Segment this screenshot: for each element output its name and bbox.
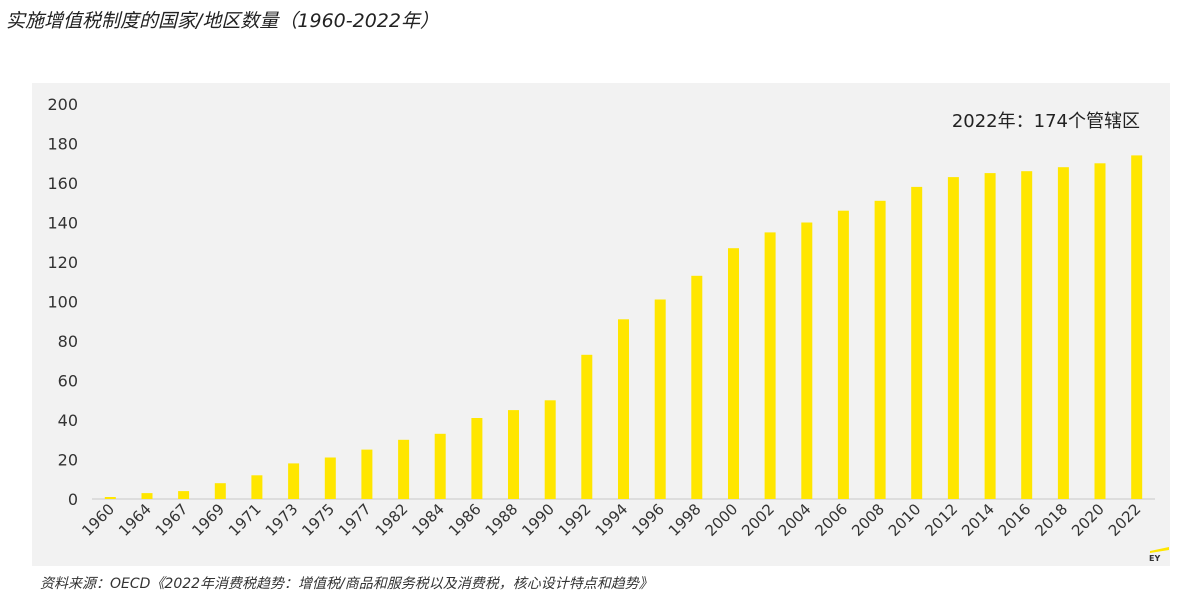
x-tick-label: 2018 [1031,500,1071,540]
bar [544,400,556,500]
x-tick-label: 1969 [188,500,228,540]
bar [288,463,300,499]
bar [178,491,190,499]
x-tick-label: 2022 [1105,500,1145,540]
x-tick-label: 1964 [115,500,155,540]
bar [104,497,116,499]
bar [214,483,226,499]
y-tick-label: 0 [68,490,78,509]
x-axis: 1960196419671969197119731975197719821984… [78,500,1144,540]
y-axis: 0 20 40 60 80 100 120 140 160 180 200 [47,95,78,509]
x-tick-label: 1973 [262,500,302,540]
x-tick-label: 2004 [775,500,815,540]
chart-annotation: 2022年：174个管辖区 [952,111,1140,132]
x-tick-label: 1975 [298,500,338,540]
bar [654,299,666,499]
bar [398,439,410,500]
y-tick-label: 200 [47,95,78,114]
x-tick-label: 1990 [518,500,558,540]
x-tick-label: 2020 [1068,500,1108,540]
bar [251,475,263,499]
bar [361,449,373,499]
y-tick-label: 60 [58,372,78,391]
x-tick-label: 1998 [665,500,705,540]
y-tick-label: 120 [47,253,78,272]
x-tick-label: 1977 [335,500,375,540]
x-tick-label: 1984 [408,500,448,540]
x-tick-label: 1986 [445,500,485,540]
bar [1094,163,1106,500]
y-tick-label: 80 [58,332,78,351]
x-tick-label: 1992 [555,500,595,540]
x-tick-label: 1960 [78,500,118,540]
bar [984,173,996,499]
bar [1131,155,1143,499]
x-tick-label: 1988 [482,500,522,540]
y-tick-label: 180 [47,135,78,154]
ey-logo-text: EY [1149,554,1160,563]
x-tick-label: 2014 [958,500,998,540]
x-tick-label: 1994 [592,500,632,540]
bar [434,433,446,499]
x-tick-label: 1971 [225,500,265,540]
bar [618,319,629,499]
x-tick-label: 1982 [372,500,412,540]
x-tick-label: 1967 [152,500,192,540]
x-tick-label: 2010 [885,500,925,540]
bar [874,200,886,500]
bar [1057,167,1069,499]
bar [1021,171,1033,499]
bar [691,275,703,499]
bars [104,155,1143,500]
y-tick-label: 40 [58,411,78,430]
x-tick-label: 2006 [811,500,851,540]
y-tick-label: 140 [47,214,78,233]
bar [837,210,849,499]
source-note: 资料来源：OECD《2022年消费税趋势：增值税/商品和服务税以及消费税，核心设… [40,576,653,592]
bar [141,493,153,499]
ey-logo: EY [1149,547,1169,563]
x-tick-label: 2012 [921,500,961,540]
y-tick-label: 20 [58,451,78,470]
bar [764,232,776,499]
bar [508,410,519,499]
bar [324,457,336,499]
x-tick-label: 2000 [702,500,742,540]
bar [947,177,959,499]
x-tick-label: 2002 [738,500,778,540]
y-tick-label: 100 [47,293,78,312]
x-tick-label: 2016 [995,500,1035,540]
chart-title: 实施增值税制度的国家/地区数量（1960-2022年） [6,10,439,32]
x-tick-label: 2008 [848,500,888,540]
bar [581,354,593,499]
bar [911,186,923,499]
bar [728,248,739,499]
y-tick-label: 160 [47,174,78,193]
bar [471,418,483,499]
bar [801,222,813,499]
x-tick-label: 1996 [628,500,668,540]
